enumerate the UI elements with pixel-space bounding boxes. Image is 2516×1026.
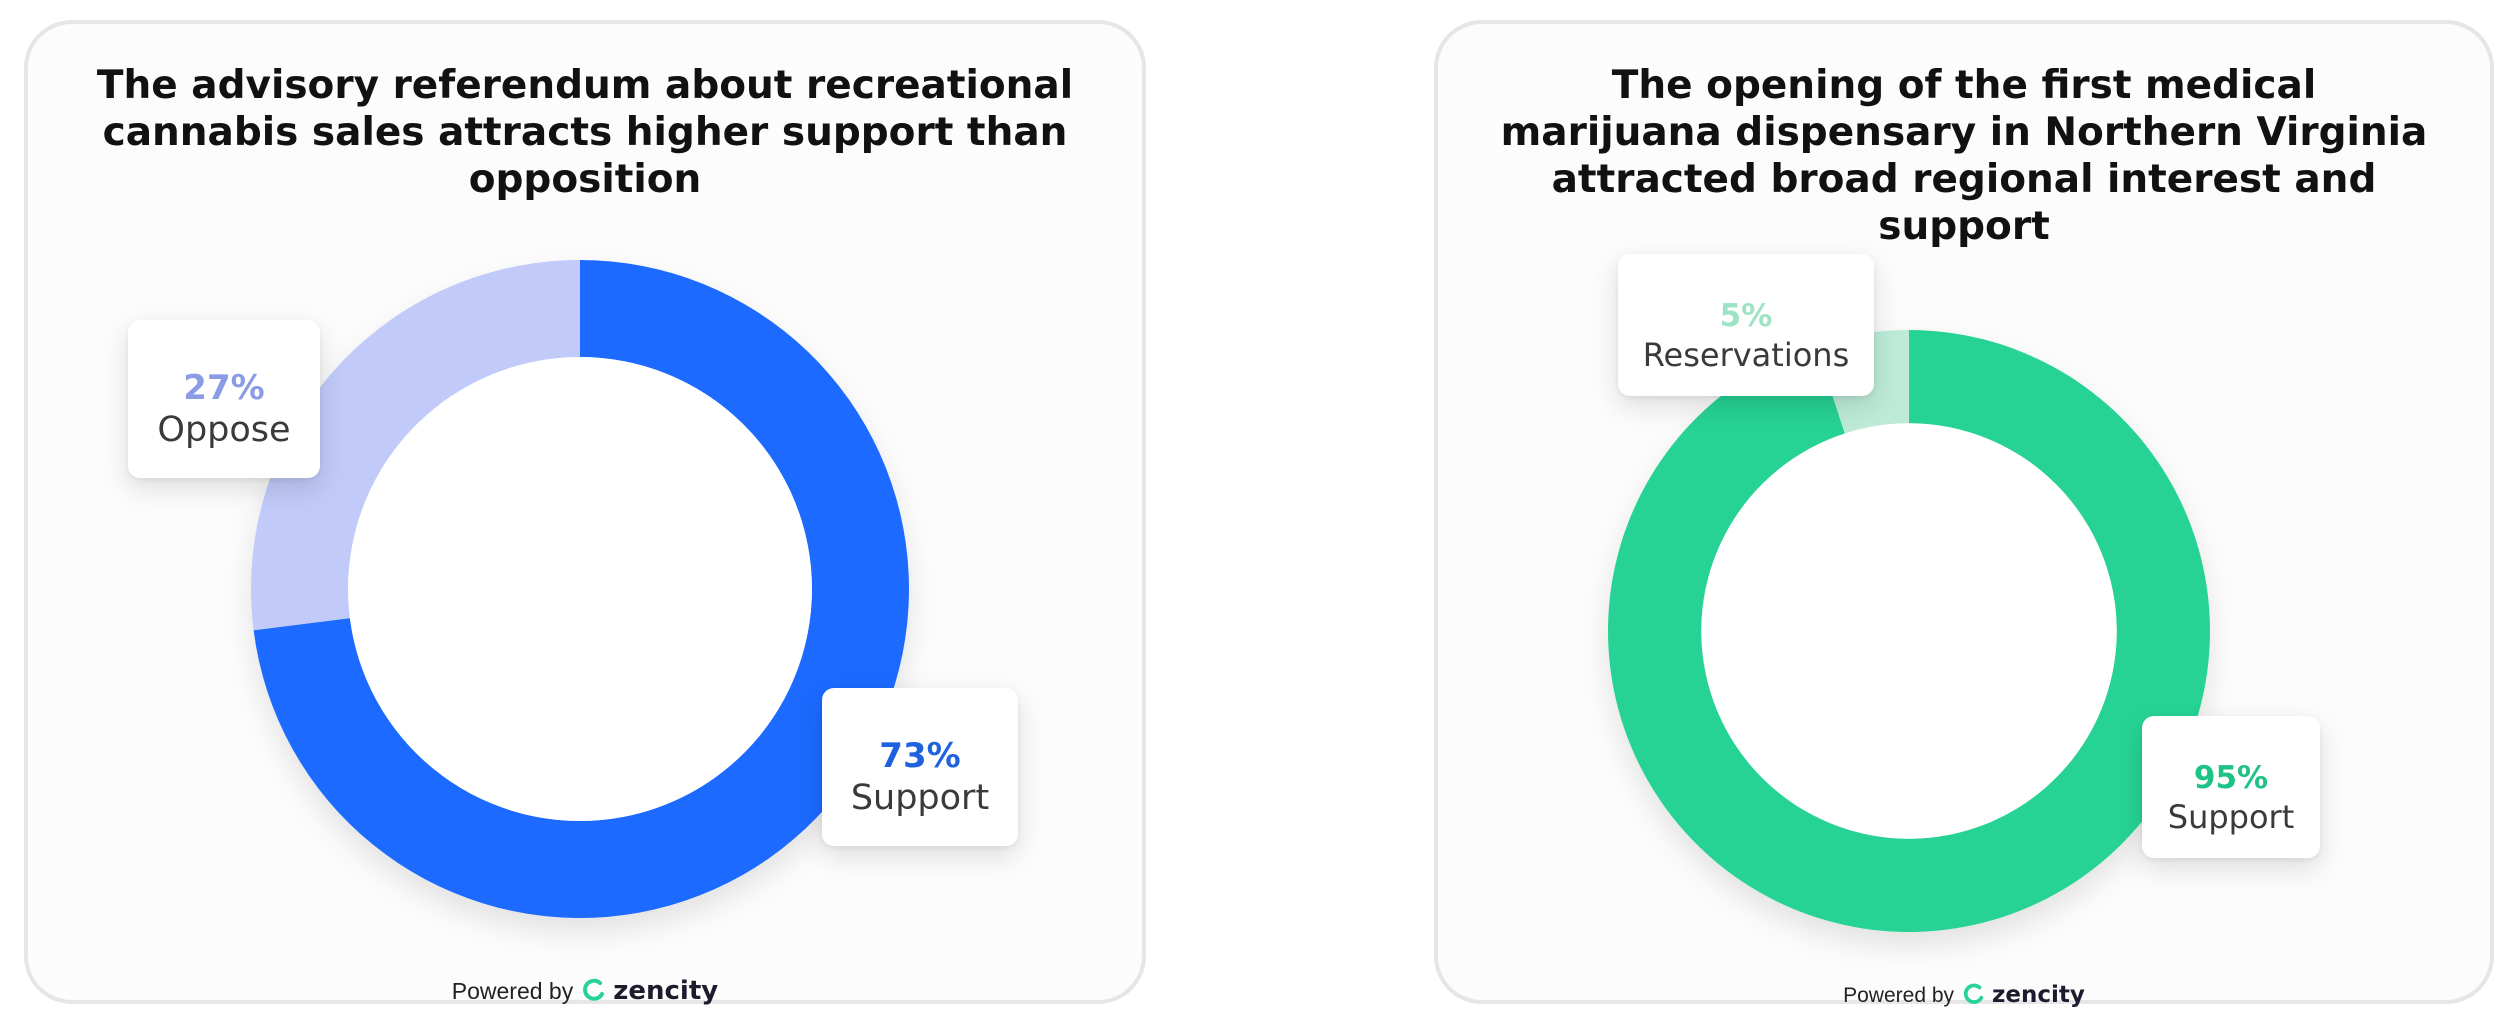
donut-chart-dispensary — [1607, 330, 2210, 932]
powered-by-text: Powered by — [1843, 984, 1955, 1007]
callout-support: 95% Support — [2142, 716, 2320, 858]
reservations-percent-label: 5% — [1719, 298, 1773, 334]
powered-by-footer: Powered by zencity — [1438, 982, 2490, 1008]
reservations-category-label: Reservations — [1642, 336, 1850, 374]
powered-by-text: Powered by — [451, 978, 574, 1004]
support-category-label: Support — [850, 778, 990, 818]
zencity-logo-icon — [583, 978, 605, 1001]
support-percent-label: 95% — [2193, 760, 2269, 796]
donut-chart-referendum — [250, 260, 909, 918]
brand-name: zencity — [613, 976, 719, 1006]
zencity-logo-icon — [1963, 983, 1984, 1004]
donut-hole — [1701, 423, 2117, 839]
chart-title: The opening of the first medical marijua… — [1500, 63, 2428, 249]
powered-by-footer: Powered by zencity — [28, 976, 1142, 1006]
donut-hole — [348, 357, 812, 821]
callout-support: 73% Support — [822, 688, 1018, 846]
donut-slice-oppose — [250, 260, 581, 631]
oppose-percent-label: 27% — [183, 368, 265, 408]
chart-card-referendum: The advisory referendum about recreation… — [24, 20, 1146, 1006]
callout-oppose: 27% Oppose — [128, 320, 320, 478]
chart-card-dispensary: The opening of the first medical marijua… — [1434, 20, 2494, 1008]
support-percent-label: 73% — [879, 736, 961, 776]
callout-reservations: 5% Reservations — [1618, 254, 1874, 396]
oppose-category-label: Oppose — [157, 410, 291, 450]
support-category-label: Support — [2167, 798, 2295, 836]
donut-slice-support — [1607, 330, 2210, 932]
brand-name: zencity — [1992, 982, 2085, 1008]
chart-title: The advisory referendum about recreation… — [96, 63, 1074, 202]
donut-slice-support — [253, 260, 909, 918]
